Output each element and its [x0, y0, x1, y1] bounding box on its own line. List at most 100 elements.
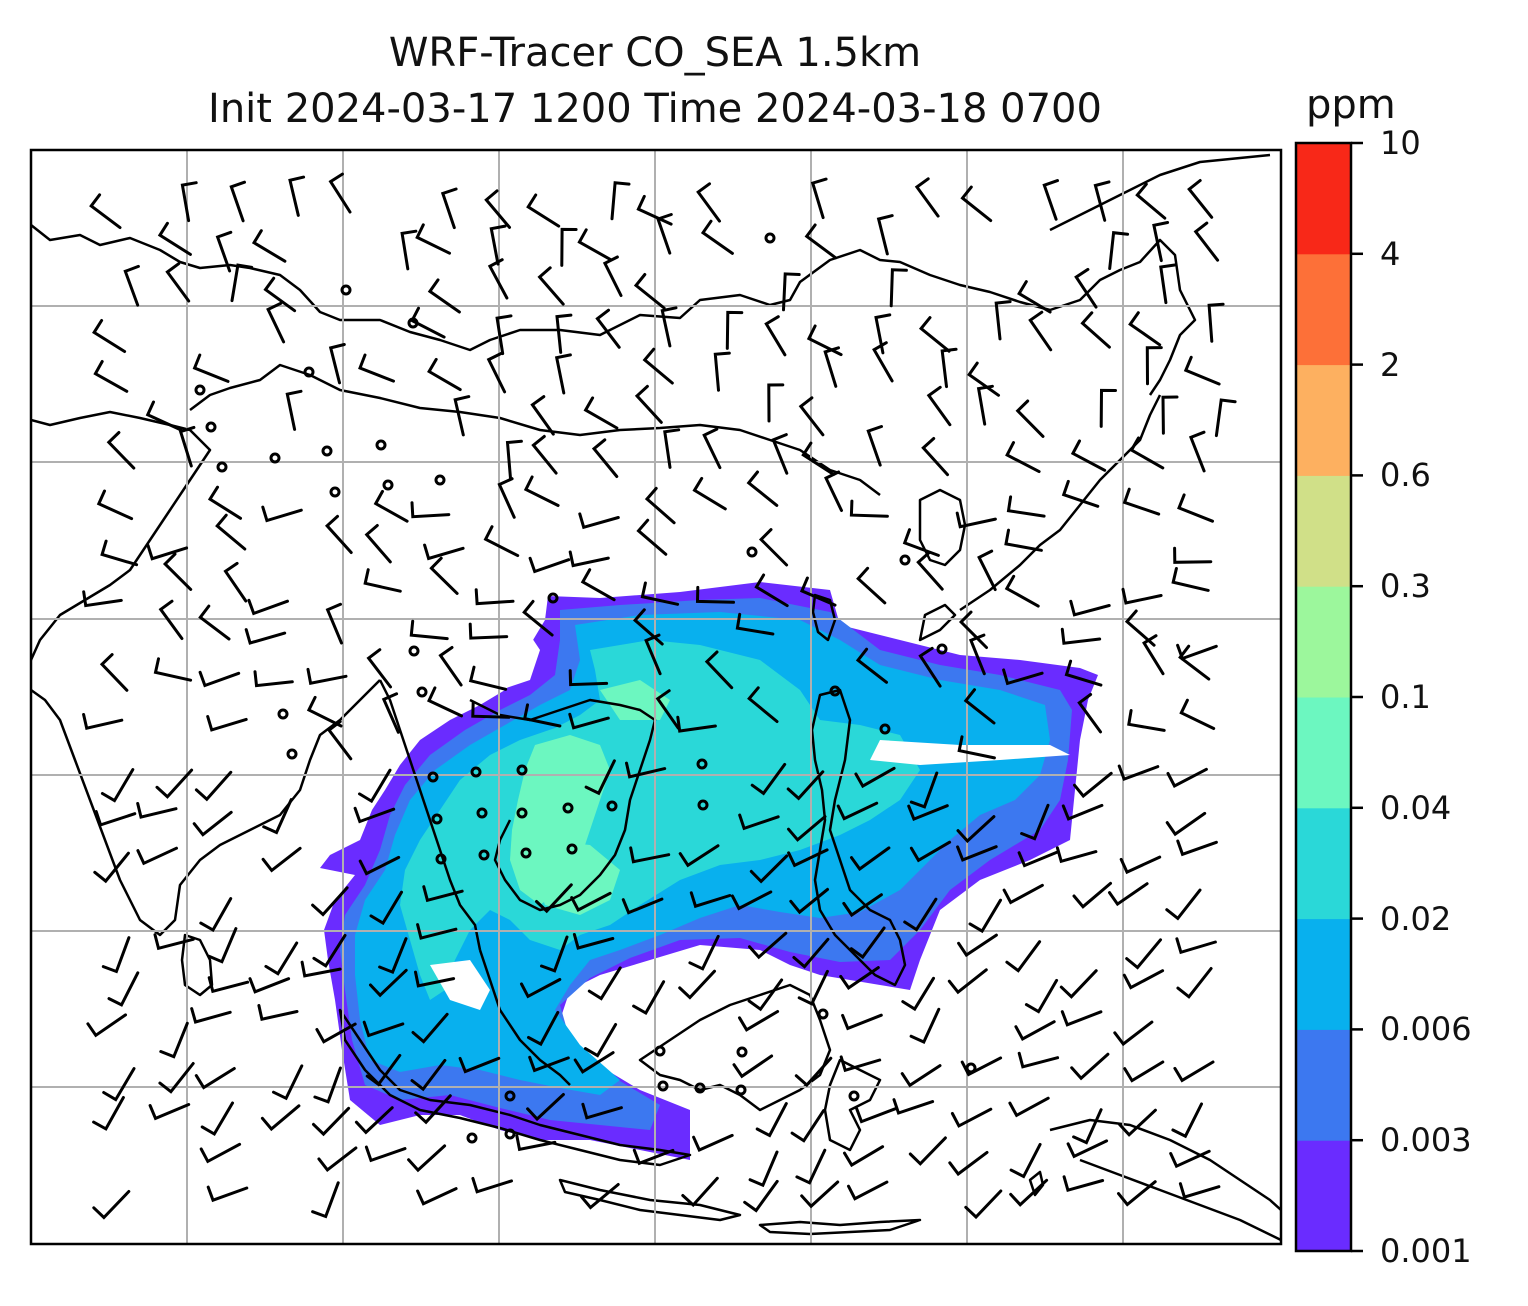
wind-barb	[855, 647, 888, 684]
wind-barb	[86, 1013, 127, 1038]
wind-barb	[527, 1010, 560, 1047]
wind-barb	[964, 1189, 1003, 1220]
wind-barb	[692, 476, 727, 511]
wind-barb	[957, 735, 996, 760]
wind-barb	[1176, 967, 1213, 999]
wind-barb	[1122, 969, 1165, 990]
wind-barb	[789, 887, 829, 915]
tracer-gap-south	[430, 960, 490, 1010]
wind-barb	[849, 499, 889, 518]
wind-barb	[787, 815, 827, 842]
wind-barb	[876, 214, 894, 256]
wind-barb	[423, 543, 465, 561]
wind-barb	[537, 266, 565, 306]
wind-barb	[1062, 1175, 1105, 1193]
wind-barb	[786, 770, 825, 801]
colorbar-tick-label: 0.04	[1380, 788, 1452, 827]
calm-wind-marker	[329, 486, 341, 498]
wind-barb	[317, 1146, 358, 1173]
wind-barb	[676, 715, 717, 733]
calm-wind-marker	[654, 1045, 666, 1057]
wind-barb	[1119, 855, 1162, 875]
wind-barb	[327, 720, 353, 761]
wind-barb	[248, 977, 291, 994]
wind-barb	[93, 851, 130, 884]
wind-barb	[787, 848, 829, 868]
wind-barb	[313, 1066, 342, 1104]
wind-barb	[1124, 609, 1156, 647]
wind-barb	[285, 389, 303, 431]
wind-barb	[215, 513, 247, 551]
wind-barb	[192, 353, 230, 383]
colorbar-band-5	[1296, 586, 1351, 698]
wind-barb	[471, 1176, 513, 1194]
wind-barb	[364, 524, 392, 564]
wind-barb	[1061, 479, 1100, 508]
wind-barb	[695, 585, 735, 604]
wind-barb	[206, 715, 248, 732]
wind-barb	[947, 968, 988, 995]
wind-barb	[850, 846, 891, 872]
wind-barb	[497, 477, 516, 519]
wind-barb	[422, 885, 464, 903]
wind-barb	[1072, 1108, 1103, 1145]
wind-barb	[107, 971, 140, 1007]
wind-barb	[889, 268, 908, 308]
wind-barb	[713, 351, 731, 392]
wind-barb	[570, 891, 612, 913]
wind-barb	[474, 588, 515, 606]
colorbar-band-4	[1296, 697, 1351, 809]
wind-barb	[207, 927, 238, 964]
wind-barb	[306, 695, 343, 728]
calm-wind-marker	[434, 474, 446, 486]
wind-barb	[633, 273, 666, 310]
wind-barb	[918, 646, 942, 688]
wind-barb	[580, 1183, 620, 1210]
wind-barb	[692, 1133, 734, 1152]
wind-barb	[207, 976, 250, 994]
korea	[918, 488, 967, 567]
wind-barb	[358, 353, 395, 383]
wind-barb	[373, 489, 409, 523]
wind-barb	[696, 182, 721, 223]
philippines	[810, 688, 907, 987]
wind-barb	[632, 980, 666, 1016]
wind-barb	[223, 561, 248, 603]
map-frame	[29, 148, 1283, 1246]
wind-barb	[634, 384, 663, 424]
wind-barb	[916, 551, 944, 591]
wind-barb	[300, 960, 342, 978]
wind-barb	[581, 1102, 623, 1120]
wind-barb	[358, 855, 401, 876]
wind-barb	[260, 1104, 301, 1132]
wind-barb	[489, 224, 507, 266]
wind-barb	[1014, 1020, 1056, 1042]
wind-barb	[89, 193, 122, 230]
wind-barb	[602, 255, 623, 297]
wind-barb	[1002, 668, 1044, 686]
wind-barb	[800, 1180, 840, 1209]
wind-barb	[328, 172, 352, 214]
wind-barb	[1008, 1096, 1050, 1118]
wind-barb	[1145, 346, 1163, 386]
wind-barb	[1070, 439, 1107, 472]
wind-barb	[764, 315, 787, 357]
wind-barb	[855, 1107, 897, 1124]
wind-barb	[353, 806, 396, 824]
wind-barb	[921, 437, 949, 477]
wind-barb	[1183, 355, 1221, 386]
wind-barb	[940, 347, 958, 389]
calm-wind-marker	[277, 708, 289, 720]
wind-barb	[799, 576, 837, 607]
wind-barb	[528, 1055, 570, 1073]
wind-barb	[531, 434, 558, 475]
wind-barb	[1006, 495, 1046, 518]
wind-barb	[261, 846, 302, 873]
colorbar-tick-label: 0.006	[1380, 1010, 1472, 1049]
wind-barb	[136, 802, 178, 819]
wind-barb	[854, 766, 896, 789]
wind-barb	[528, 556, 571, 574]
wind-barb	[583, 1023, 618, 1058]
wind-barb	[92, 1096, 125, 1131]
